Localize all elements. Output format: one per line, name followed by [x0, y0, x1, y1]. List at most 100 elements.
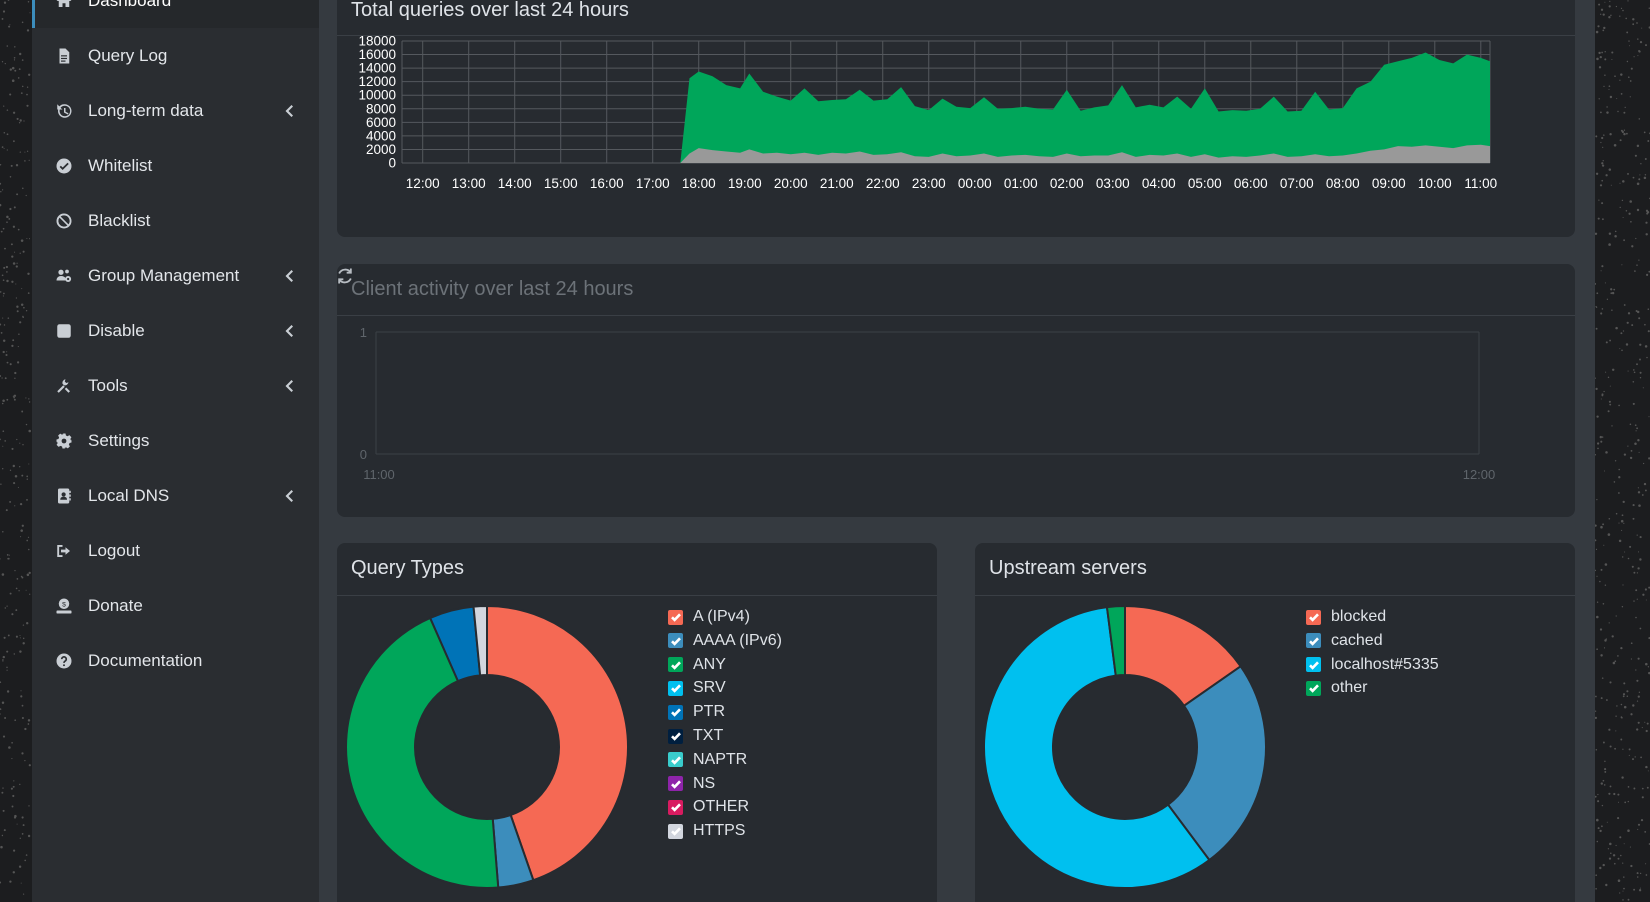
slice-a-ipv4[interactable] [486, 604, 629, 882]
y-tick-label: 12000 [358, 74, 396, 89]
sidebar-item-long-term-data[interactable]: Long-term data [32, 83, 319, 138]
legend-label: blocked [1331, 608, 1387, 625]
chevron-left-icon [284, 104, 296, 118]
legend-item-ptr[interactable]: PTR [668, 701, 725, 723]
check-circle-icon [54, 156, 74, 176]
legend-item-any[interactable]: ANY [668, 654, 726, 676]
users-cog-icon [54, 266, 74, 286]
legend-label: cached [1331, 631, 1383, 649]
legend-item-https[interactable]: HTTPS [668, 820, 745, 842]
legend-item-ns[interactable]: NS [668, 773, 715, 795]
slice-localhost-5335[interactable] [982, 606, 1211, 889]
legend-item-other[interactable]: OTHER [668, 796, 749, 818]
gear-icon [54, 431, 74, 451]
slice-any[interactable] [345, 616, 500, 889]
question-circle-icon [54, 651, 74, 671]
x-tick-label: 11:00 [1464, 176, 1497, 191]
legend-item-localhost-5335[interactable]: localhost#5335 [1306, 654, 1439, 676]
x-tick-label: 18:00 [682, 176, 716, 191]
checkbox-icon[interactable] [668, 609, 683, 625]
x-tick-label: 22:00 [866, 176, 900, 191]
client-activity-chart: 1 0 11:00 12:00 [360, 325, 1496, 482]
query-types-panel: Query Types A (IPv4) AAAA (IPv6) ANY SRV PTR… [337, 543, 937, 902]
y-tick-label: 16000 [358, 47, 396, 62]
x-tick-label: 12:00 [1463, 467, 1496, 482]
sidebar-item-group-management[interactable]: Group Management [32, 248, 319, 303]
checkbox-icon[interactable] [668, 704, 683, 720]
total-queries-title: Total queries over last 24 hours [351, 0, 629, 21]
slice-cached[interactable] [1166, 664, 1267, 862]
sidebar-item-label: Whitelist [88, 155, 153, 175]
address-book-icon [54, 486, 74, 506]
sidebar-item-documentation[interactable]: Documentation [32, 633, 319, 688]
total-queries-area [680, 52, 1490, 163]
x-tick-label: 04:00 [1142, 176, 1176, 191]
sidebar-item-label: Documentation [88, 650, 203, 670]
slice-https[interactable] [472, 604, 488, 677]
sidebar-item-label: Settings [88, 430, 150, 450]
sidebar-item-blacklist[interactable]: Blacklist [32, 193, 319, 248]
checkbox-icon[interactable] [668, 752, 683, 768]
ban-icon [54, 211, 74, 231]
legend-label: A (IPv4) [693, 608, 750, 625]
x-tick-label: 17:00 [636, 176, 670, 191]
refresh-icon [335, 266, 357, 288]
x-tick-label: 10:00 [1418, 176, 1452, 191]
legend-item-txt[interactable]: TXT [668, 725, 723, 747]
checkbox-icon[interactable] [668, 776, 683, 792]
x-tick-label: 08:00 [1326, 176, 1360, 191]
sidebar-item-settings[interactable]: Settings [32, 413, 319, 468]
checkbox-icon[interactable] [668, 823, 683, 839]
sidebar-item-label: Local DNS [88, 485, 170, 505]
slice-other[interactable] [1105, 604, 1126, 677]
sidebar-item-label: Group Management [88, 265, 240, 285]
donate-icon: $ [54, 596, 74, 616]
sidebar-item-local-dns[interactable]: Local DNS [32, 468, 319, 523]
legend-label: ANY [693, 655, 726, 673]
sidebar-item-whitelist[interactable]: Whitelist [32, 138, 319, 193]
checkbox-icon[interactable] [1306, 680, 1321, 696]
sidebar-item-disable[interactable]: Disable [32, 303, 319, 358]
y-tick-label: 10000 [358, 88, 396, 103]
sidebar-item-donate[interactable]: $ Donate [32, 578, 319, 633]
sidebar-item-query-log[interactable]: Query Log [32, 28, 319, 83]
y-tick-label: 1 [360, 325, 367, 340]
svg-text:$: $ [62, 601, 66, 608]
x-tick-label: 03:00 [1096, 176, 1130, 191]
checkbox-icon[interactable] [668, 657, 683, 673]
upstream-servers-donut [982, 604, 1267, 889]
legend-item-other[interactable]: other [1306, 677, 1367, 699]
x-tick-label: 12:00 [406, 176, 440, 191]
upstream-servers-panel: Upstream servers blocked cached localhost#… [975, 543, 1575, 902]
sidebar-item-tools[interactable]: Tools [32, 358, 319, 413]
legend-item-cached[interactable]: cached [1306, 630, 1383, 652]
sidebar-item-dashboard[interactable]: Dashboard [32, 0, 319, 28]
chevron-left-icon [284, 489, 296, 503]
chevron-left-icon [284, 379, 296, 393]
legend-item-aaaa-ipv6[interactable]: AAAA (IPv6) [668, 630, 782, 652]
checkbox-icon[interactable] [668, 799, 683, 815]
sidebar-item-logout[interactable]: Logout [32, 523, 319, 578]
legend-item-a-ipv4[interactable]: A (IPv4) [668, 606, 750, 628]
legend-label: SRV [693, 679, 726, 697]
legend-item-naptr[interactable]: NAPTR [668, 749, 747, 771]
x-tick-label: 23:00 [912, 176, 946, 191]
x-tick-label: 16:00 [590, 176, 624, 191]
checkbox-icon[interactable] [1306, 633, 1321, 649]
chevron-left-icon [284, 269, 296, 283]
checkbox-icon[interactable] [668, 680, 683, 696]
legend-label: OTHER [693, 798, 749, 816]
checkbox-icon[interactable] [668, 633, 683, 649]
checkbox-icon[interactable] [1306, 609, 1321, 625]
y-tick-label: 8000 [366, 101, 396, 116]
x-tick-label: 05:00 [1188, 176, 1222, 191]
legend-item-blocked[interactable]: blocked [1306, 606, 1386, 628]
checkbox-icon[interactable] [1306, 657, 1321, 673]
tools-icon [54, 376, 74, 396]
total-queries-panel: Total queries over last 24 hours 18000 16… [337, 0, 1575, 237]
checkbox-icon[interactable] [668, 728, 683, 744]
x-tick-label: 11:00 [363, 467, 395, 482]
sidebar: Dashboard Query Log Long-term data Whitelis… [32, 0, 319, 902]
legend-item-srv[interactable]: SRV [668, 677, 726, 699]
y-tick-label: 14000 [358, 61, 396, 76]
